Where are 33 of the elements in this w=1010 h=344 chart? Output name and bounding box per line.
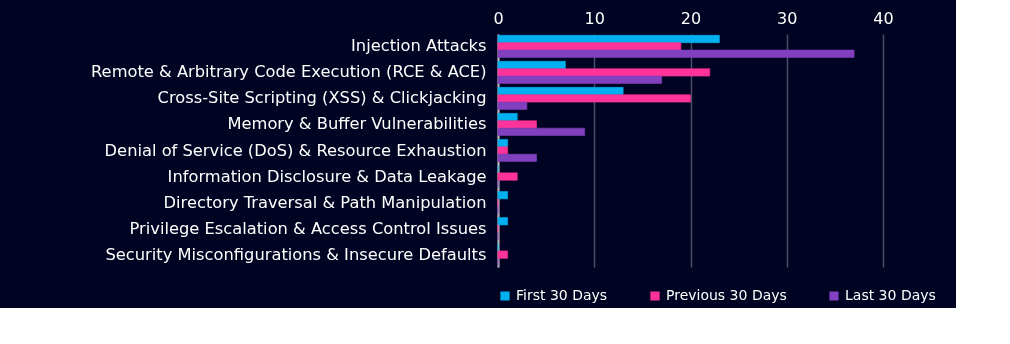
bar — [497, 75, 662, 84]
legend-label: Previous 30 Days — [666, 287, 787, 303]
bar — [497, 35, 720, 43]
bar — [497, 120, 537, 129]
legend-label: First 30 Days — [516, 287, 608, 303]
legend-label: Last 30 Days — [845, 287, 936, 303]
y-tick-label: Injection Attacks — [351, 36, 487, 56]
x-tick-label: 30 — [777, 8, 798, 28]
x-tick-label: 0 — [493, 8, 504, 28]
bar — [497, 146, 508, 155]
bar — [497, 68, 711, 77]
y-tick-label: Privilege Escalation & Access Control Issues — [129, 218, 487, 238]
bar — [497, 139, 508, 148]
x-tick-label: 20 — [680, 8, 702, 28]
bar — [497, 172, 518, 181]
y-tick-label: Security Misconfigurations & Insecure Defaults — [105, 244, 487, 264]
y-tick-label: Cross-Site Scripting (XSS) & Clickjacking — [157, 88, 487, 108]
bar — [497, 250, 508, 259]
bar — [497, 101, 528, 110]
bar — [497, 94, 691, 103]
bar — [497, 127, 585, 136]
bar — [497, 113, 518, 122]
y-tick-label: Directory Traversal & Path Manipulation — [163, 192, 487, 212]
y-tick-label: Remote & Arbitrary Code Execution (RCE & ACE) — [91, 62, 487, 82]
bar — [497, 217, 508, 226]
bar — [497, 191, 508, 200]
y-tick-label: Information Disclosure & Data Leakage — [167, 166, 487, 186]
x-tick-label: 40 — [873, 8, 894, 28]
bar — [497, 153, 537, 162]
x-tick-label: 10 — [584, 8, 605, 28]
y-tick-label: Memory & Buffer Vulnerabilities — [227, 114, 487, 134]
bar — [497, 49, 855, 58]
y-tick-label: Denial of Service (DoS) & Resource Exhaustion — [104, 140, 487, 160]
